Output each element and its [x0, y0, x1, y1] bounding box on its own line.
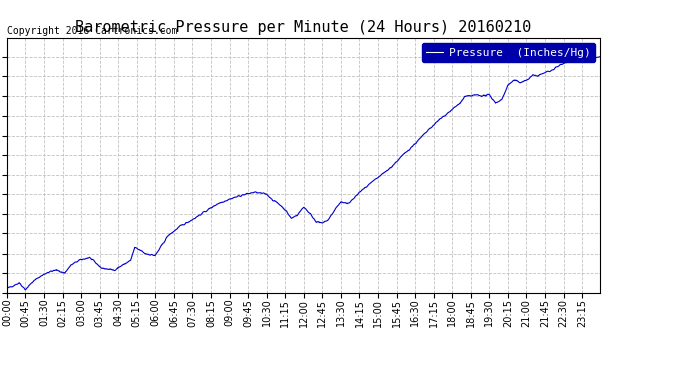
Text: Copyright 2016 Cartronics.com: Copyright 2016 Cartronics.com [7, 26, 177, 36]
Pressure  (Inches/Hg) [21, 288, 30, 292]
Pressure  (Inches/Hg) [3, 286, 11, 291]
Pressure  (Inches/Hg) [201, 210, 210, 214]
Pressure  (Inches/Hg) [121, 261, 129, 266]
Pressure  (Inches/Hg) [474, 93, 482, 97]
Line: Pressure  (Inches/Hg): Pressure (Inches/Hg) [7, 57, 600, 290]
Legend: Pressure  (Inches/Hg): Pressure (Inches/Hg) [422, 43, 595, 62]
Pressure  (Inches/Hg) [135, 248, 144, 252]
Pressure  (Inches/Hg) [396, 155, 404, 160]
Pressure  (Inches/Hg) [596, 54, 604, 59]
Pressure  (Inches/Hg) [526, 75, 534, 80]
Title: Barometric Pressure per Minute (24 Hours) 20160210: Barometric Pressure per Minute (24 Hours… [75, 20, 532, 35]
